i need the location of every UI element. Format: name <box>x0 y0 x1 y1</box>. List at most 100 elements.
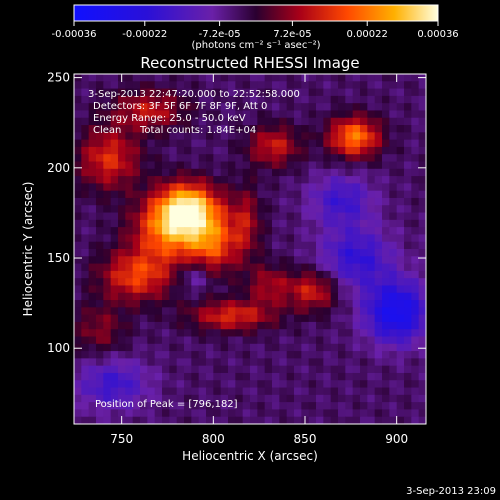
heatmap-cell <box>272 270 280 279</box>
heatmap-cell <box>367 212 376 221</box>
heatmap-cell <box>162 372 170 381</box>
heatmap-cell <box>242 219 251 228</box>
heatmap-cell <box>206 292 214 301</box>
heatmap-cell <box>74 219 82 228</box>
heatmap-cell <box>286 372 295 381</box>
heatmap-cell <box>411 249 420 257</box>
heatmap-cell <box>125 409 134 418</box>
heatmap-cell <box>338 307 346 316</box>
heatmap-cell <box>382 372 390 381</box>
heatmap-cell <box>184 219 192 228</box>
heatmap-cell <box>125 197 134 206</box>
heatmap-cell <box>235 402 244 411</box>
heatmap-cell <box>367 227 376 236</box>
heatmap-cell <box>140 125 148 133</box>
heatmap-cell <box>418 161 426 170</box>
heatmap-cell <box>169 88 178 97</box>
heatmap-cell <box>125 351 134 359</box>
heatmap-cell <box>96 241 104 250</box>
heatmap-cell <box>396 402 405 411</box>
heatmap-cell <box>352 95 361 104</box>
heatmap-cell <box>367 336 376 345</box>
heatmap-cell <box>396 336 405 345</box>
heatmap-cell <box>264 197 273 206</box>
heatmap-cell <box>272 197 280 206</box>
timestamp: 3-Sep-2013 23:09 <box>406 486 496 497</box>
heatmap-cell <box>125 387 134 396</box>
heatmap-cell <box>96 336 104 345</box>
heatmap-cell <box>103 409 112 418</box>
heatmap-cell <box>198 270 207 279</box>
heatmap-cell <box>396 343 405 352</box>
heatmap-cell <box>191 110 200 119</box>
heatmap-cell <box>191 176 200 184</box>
heatmap-cell <box>330 95 339 104</box>
heatmap-cell <box>323 81 332 90</box>
heatmap-cell <box>352 387 361 396</box>
heatmap-cell <box>125 132 134 141</box>
heatmap-cell <box>418 103 426 112</box>
heatmap-cell <box>345 329 354 338</box>
heatmap-cell <box>213 190 222 199</box>
heatmap-cell <box>264 183 273 192</box>
heatmap-cell <box>184 205 192 214</box>
heatmap-cell <box>352 256 361 265</box>
heatmap-cell <box>272 117 280 126</box>
heatmap-cell <box>184 394 192 403</box>
heatmap-cell <box>169 132 178 141</box>
heatmap-cell <box>374 146 383 155</box>
heatmap-cell <box>389 329 398 338</box>
heatmap-cell <box>286 212 295 221</box>
heatmap-cell <box>286 307 295 316</box>
heatmap-cell <box>411 95 420 104</box>
heatmap-cell <box>162 88 170 97</box>
heatmap-cell <box>213 387 222 396</box>
heatmap-cell <box>389 380 398 389</box>
heatmap-cell <box>396 132 405 141</box>
heatmap-cell <box>162 365 170 374</box>
heatmap-cell <box>88 278 97 287</box>
heatmap-cell <box>220 212 229 221</box>
heatmap-cell <box>103 292 112 301</box>
heatmap-cell <box>360 219 368 228</box>
heatmap-cell <box>176 416 185 424</box>
heatmap-cell <box>367 234 376 243</box>
heatmap-cell <box>264 256 273 265</box>
heatmap-cell <box>330 81 339 90</box>
heatmap-cell <box>220 125 229 133</box>
heatmap-cell <box>235 139 244 148</box>
heatmap-cell <box>294 161 302 170</box>
heatmap-cell <box>125 300 134 308</box>
heatmap-cell <box>411 329 420 338</box>
heatmap-cell <box>257 263 266 272</box>
heatmap-cell <box>96 146 104 155</box>
heatmap-cell <box>154 416 163 424</box>
heatmap-cell <box>74 402 82 411</box>
heatmap-cell <box>220 95 229 104</box>
heatmap-cell <box>88 132 97 141</box>
heatmap-cell <box>228 110 236 119</box>
heatmap-cell <box>396 249 405 257</box>
heatmap-cell <box>250 329 258 338</box>
heatmap-cell <box>374 227 383 236</box>
heatmap-cell <box>374 351 383 359</box>
heatmap-cell <box>235 74 244 82</box>
heatmap-cell <box>279 402 288 411</box>
heatmap-cell <box>96 103 104 112</box>
heatmap-cell <box>367 387 376 396</box>
heatmap-cell <box>242 270 251 279</box>
heatmap-cell <box>250 380 258 389</box>
heatmap-cell <box>367 146 376 155</box>
heatmap-cell <box>286 132 295 141</box>
heatmap-cell <box>198 146 207 155</box>
heatmap-cell <box>242 125 251 133</box>
heatmap-cell <box>316 88 324 97</box>
heatmap-cell <box>81 219 90 228</box>
heatmap-cell <box>411 278 420 287</box>
heatmap-cell <box>294 81 302 90</box>
heatmap-cell <box>147 249 156 257</box>
heatmap-cell <box>404 329 412 338</box>
heatmap-cell <box>316 358 324 367</box>
heatmap-cell <box>264 321 273 330</box>
heatmap-cell <box>330 380 339 389</box>
